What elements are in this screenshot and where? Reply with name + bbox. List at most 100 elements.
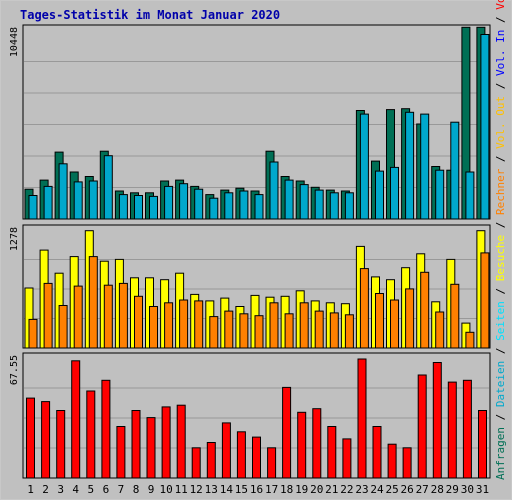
bar-rechner (43, 282, 53, 349)
x-tick-label: 10 (159, 483, 172, 496)
panel-requests-ymax-label: 10448 (9, 27, 20, 57)
chart-panels: 10448 1278 67.55 (9, 24, 491, 479)
bar-dateien (254, 194, 264, 220)
bar-rechner (405, 288, 415, 349)
bar-volumen (236, 431, 246, 479)
x-tick-label: 29 (446, 483, 459, 496)
bar-dateien (88, 180, 98, 220)
bar-rechner (329, 312, 339, 349)
bar-volumen (402, 447, 412, 479)
chart-title: Tages-Statistik im Monat Januar 2020 (20, 8, 280, 22)
bar-rechner (88, 256, 98, 349)
panel-volume-ymax-label: 67.55 (9, 355, 20, 385)
x-tick-label: 5 (87, 483, 94, 496)
x-tick-label: 24 (370, 483, 384, 496)
bar-rechner (344, 314, 354, 349)
bar-rechner (269, 302, 279, 349)
legend-entry: Seiten (494, 301, 507, 341)
bar-dateien (194, 188, 204, 220)
bar-rechner (390, 299, 399, 349)
bar-volumen (191, 447, 201, 479)
bar-volumen (41, 401, 51, 479)
x-tick-label: 3 (57, 483, 64, 496)
legend: Anfragen / Dateien / Seiten / Besuche / … (494, 0, 507, 480)
panel-requests: 10448 (9, 24, 491, 220)
bar-dateien (179, 183, 189, 220)
bar-volumen (131, 410, 141, 479)
legend-entry: Dateien (494, 361, 507, 407)
x-tick-label: 18 (280, 483, 293, 496)
legend-entry: Besuche (494, 235, 507, 281)
bar-dateien (149, 195, 158, 220)
bar-rechner (480, 252, 490, 349)
bar-rechner (420, 271, 430, 349)
bar-dateien (465, 171, 475, 220)
x-tick-label: 19 (295, 483, 308, 496)
x-tick-label: 15 (235, 483, 248, 496)
bar-dateien (73, 181, 83, 220)
bar-rechner (254, 315, 264, 349)
x-tick-label: 14 (220, 483, 234, 496)
x-tick-label: 20 (310, 483, 323, 496)
bar-dateien (43, 185, 53, 220)
bar-dateien (375, 170, 384, 220)
x-tick-label: 7 (118, 483, 125, 496)
x-tick-label: 27 (416, 483, 429, 496)
legend-entry: / (494, 215, 507, 235)
bar-volumen (327, 426, 337, 479)
legend-entry: / (494, 10, 507, 30)
legend-entry: Rechner (494, 168, 507, 215)
legend-entry: / (494, 149, 507, 169)
bar-volumen (478, 410, 487, 479)
bar-volumen (86, 390, 96, 479)
bar-volumen (71, 360, 81, 479)
bar-rechner (194, 300, 204, 349)
x-axis-ticks: 1 2 3 4 5 6 7 8 9 10 11 12 13 14 15 16 17 18 19 20 21 22 23 24 2… (27, 483, 489, 496)
x-tick-label: 12 (190, 483, 203, 496)
bar-dateien (420, 113, 430, 220)
bar-volumen (297, 411, 307, 479)
bar-volumen (56, 410, 66, 479)
bar-dateien (359, 113, 369, 220)
x-tick-label: 6 (103, 483, 110, 496)
bar-dateien (390, 166, 399, 220)
bar-rechner (284, 313, 294, 349)
bar-dateien (329, 192, 339, 220)
x-tick-label: 11 (175, 483, 188, 496)
bar-volumen (372, 426, 382, 479)
x-tick-label: 21 (325, 483, 338, 496)
bar-rechner (465, 331, 475, 349)
bar-rechner (73, 285, 83, 349)
legend-entry: / (494, 407, 507, 427)
bar-dateien (224, 192, 234, 220)
x-tick-label: 30 (461, 483, 474, 496)
panel-visits: 1278 (9, 224, 491, 349)
bar-rechner (209, 316, 219, 349)
legend-entry: / (494, 281, 507, 301)
bar-dateien (450, 121, 460, 220)
bar-dateien (58, 163, 68, 220)
x-tick-label: 17 (265, 483, 278, 496)
bar-volumen (101, 379, 111, 479)
x-tick-label: 4 (72, 483, 79, 496)
bar-dateien (269, 161, 279, 220)
bar-volumen (161, 406, 171, 479)
x-tick-label: 1 (27, 483, 34, 496)
bar-rechner (164, 302, 174, 349)
bar-rechner (149, 306, 158, 349)
bar-volumen (282, 386, 292, 479)
bar-rechner (224, 310, 234, 349)
x-tick-label: 25 (385, 483, 398, 496)
bar-rechner (239, 313, 249, 349)
bar-dateien (344, 192, 354, 220)
bar-volumen (387, 443, 397, 479)
bar-dateien (118, 194, 128, 220)
bar-dateien (314, 189, 324, 220)
bar-dateien (103, 155, 113, 220)
bar-dateien (480, 34, 490, 220)
bar-dateien (435, 169, 445, 220)
legend-entry: / (494, 76, 507, 96)
bar-dateien (28, 195, 38, 220)
bar-dateien (299, 184, 309, 220)
bar-volumen (206, 442, 216, 479)
